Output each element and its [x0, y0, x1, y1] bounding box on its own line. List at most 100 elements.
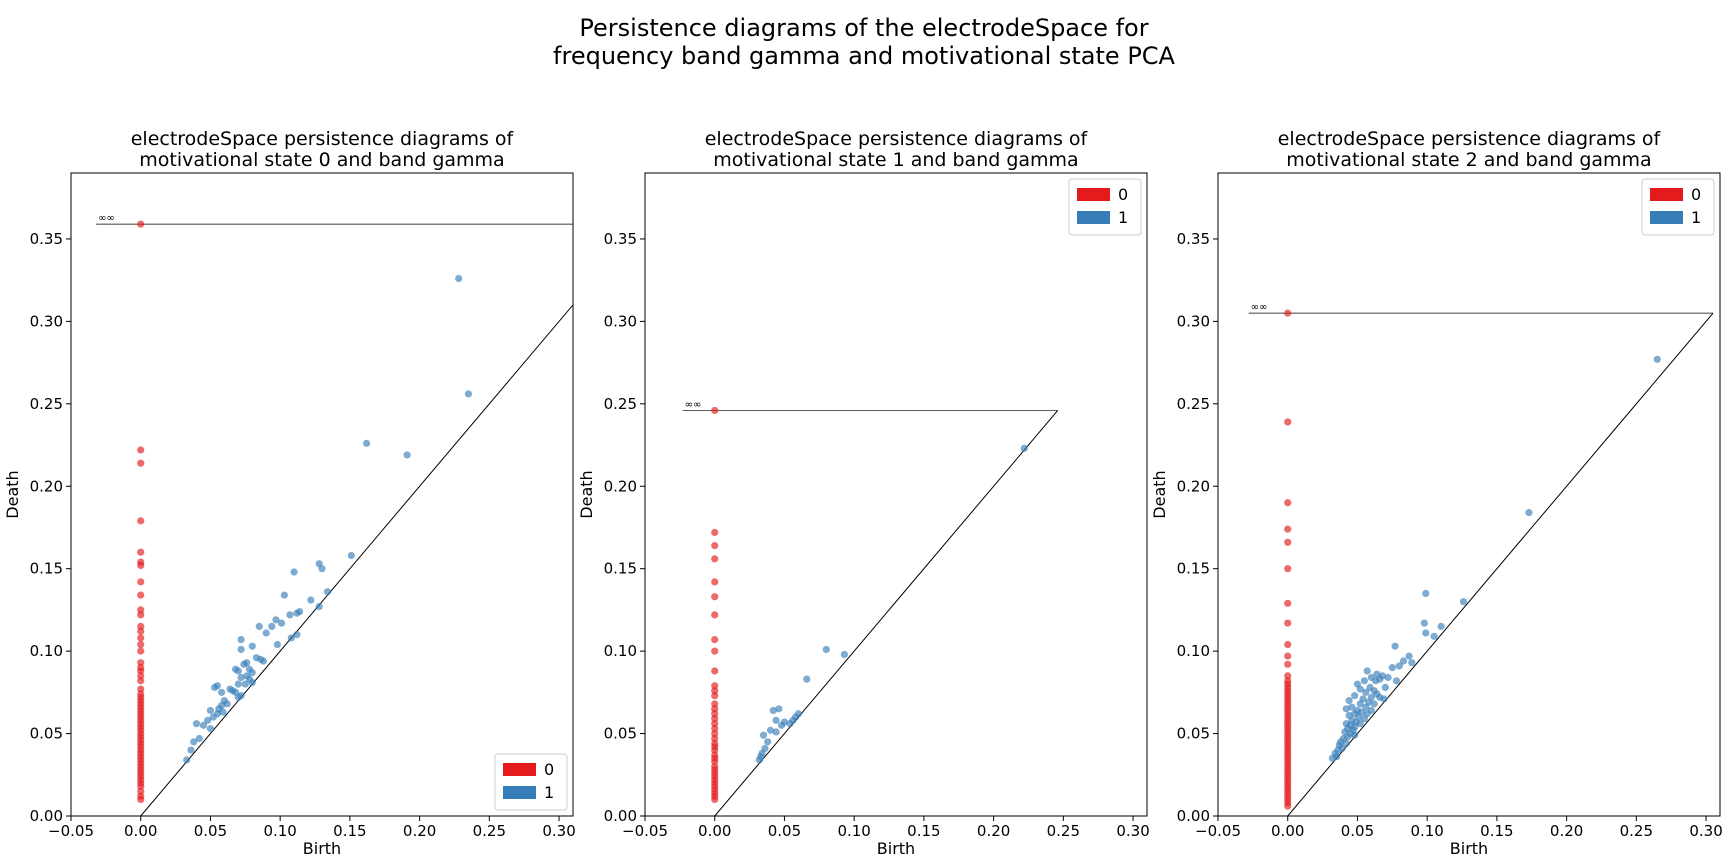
point-h1-3: [1459, 598, 1468, 606]
point-h0-17: [711, 720, 719, 728]
point-h1-39: [241, 680, 249, 688]
point-h0-19: [711, 729, 719, 738]
x-tick-label: 0.30: [542, 822, 575, 840]
point-h0-8: [137, 591, 145, 599]
legend: 01: [1641, 178, 1715, 236]
point-h0-10: [711, 682, 719, 690]
point-h1-2: [363, 439, 371, 447]
point-h1-11: [1408, 659, 1416, 667]
figure-suptitle-line-1: Persistence diagrams of the electrodeSpa…: [579, 14, 1148, 42]
point-h1-26: [1356, 685, 1364, 693]
plot-area: [1248, 309, 1714, 816]
y-tick-label: 0.25: [604, 395, 637, 413]
point-h1-30: [240, 660, 248, 668]
y-axis-label: Death: [3, 470, 22, 518]
point-h1-10: [1399, 657, 1408, 665]
diagonal-line: [1287, 312, 1714, 816]
point-h1-13: [268, 622, 276, 630]
x-axis-label: Birth: [303, 839, 341, 858]
y-tick-label: 0.05: [30, 725, 63, 743]
point-h0-0: [1284, 309, 1292, 317]
point-h1-35: [1345, 696, 1353, 705]
point-h0-6: [711, 611, 719, 619]
point-h1-16: [286, 611, 294, 619]
point-h1-9: [1405, 652, 1413, 660]
point-h1-25: [1381, 683, 1389, 692]
chart-panel-0: electrodeSpace persistence diagrams ofmo…: [3, 128, 576, 858]
point-h1-48: [234, 693, 242, 701]
point-h1-34: [1380, 695, 1388, 703]
point-h0-10: [1284, 660, 1292, 668]
point-h0-10: [137, 611, 145, 619]
x-tick-label: −0.05: [622, 822, 668, 840]
point-h0-4: [711, 578, 719, 586]
x-axis-label: Birth: [877, 839, 915, 858]
legend-swatch: [503, 763, 536, 776]
point-h1-63: [187, 746, 195, 754]
point-h1-40: [234, 680, 242, 688]
y-tick-label: 0.15: [30, 560, 63, 578]
x-tick-label: 0.10: [263, 822, 296, 840]
point-h1-0: [455, 274, 463, 283]
x-tick-label: 0.05: [768, 822, 801, 840]
point-h0-7: [1284, 619, 1292, 627]
y-tick-label: 0.30: [1177, 312, 1210, 330]
point-h0-7: [137, 578, 145, 586]
panel-title-line-1: electrodeSpace persistence diagrams of: [705, 128, 1089, 150]
legend-label: 1: [1118, 208, 1128, 227]
point-h1-11: [272, 616, 280, 624]
point-h1-32: [234, 667, 242, 675]
x-tick-label: −0.05: [48, 822, 94, 840]
y-tick-label: 0.25: [1177, 395, 1210, 413]
point-h0-15: [711, 710, 719, 718]
y-tick-label: 0.10: [30, 642, 63, 660]
point-h1-56: [209, 713, 217, 721]
point-h1-60: [1351, 731, 1359, 739]
point-h1-2: [1422, 589, 1430, 598]
figure-suptitle-line-2: frequency band gamma and motivational st…: [553, 42, 1176, 70]
point-h1-12: [778, 721, 786, 729]
point-h1-42: [211, 683, 219, 692]
y-tick-label: 0.15: [1177, 560, 1210, 578]
point-h0-4: [137, 548, 145, 556]
diagonal-line: [714, 410, 1059, 816]
point-h1-15: [293, 609, 301, 617]
point-h1-62: [190, 738, 198, 746]
point-h1-19: [237, 635, 245, 644]
point-h0-9: [1284, 652, 1292, 660]
point-h0-11: [1284, 672, 1292, 680]
point-h1-41: [1342, 705, 1350, 713]
infinity-label: ∞∞: [1251, 302, 1268, 313]
x-tick-label: 0.20: [1550, 822, 1583, 840]
point-h1-13: [1388, 664, 1396, 672]
point-h1-9: [280, 591, 288, 599]
point-h0-51: [137, 787, 145, 795]
y-tick-label: 0.00: [1177, 807, 1210, 825]
point-h1-1: [464, 390, 473, 398]
point-h1-23: [273, 640, 281, 649]
axes-frame: [70, 172, 574, 817]
x-tick-label: 0.05: [194, 822, 227, 840]
point-h0-4: [1284, 538, 1292, 546]
y-tick-label: 0.20: [1177, 477, 1210, 495]
point-h1-36: [237, 673, 245, 682]
point-h0-21: [137, 685, 145, 693]
point-h0-2: [711, 542, 719, 550]
point-h0-11: [711, 687, 719, 695]
x-tick-label: 0.25: [1620, 822, 1653, 840]
legend: 01: [1068, 178, 1142, 236]
x-tick-label: 0.30: [1116, 822, 1149, 840]
point-h1-64: [183, 756, 191, 764]
point-h1-19: [1360, 677, 1369, 685]
point-h0-0: [711, 406, 719, 415]
point-h0-12: [711, 692, 719, 700]
point-h1-46: [218, 688, 226, 696]
point-h1-4: [347, 551, 355, 560]
point-h1-7: [290, 568, 298, 576]
x-axis-label: Birth: [1450, 839, 1488, 858]
point-h0-5: [1284, 565, 1292, 573]
chart-panels: electrodeSpace persistence diagrams ofmo…: [3, 128, 1723, 858]
point-h1-53: [1356, 720, 1364, 728]
point-h1-1: [822, 645, 830, 654]
legend-box: [494, 753, 568, 811]
